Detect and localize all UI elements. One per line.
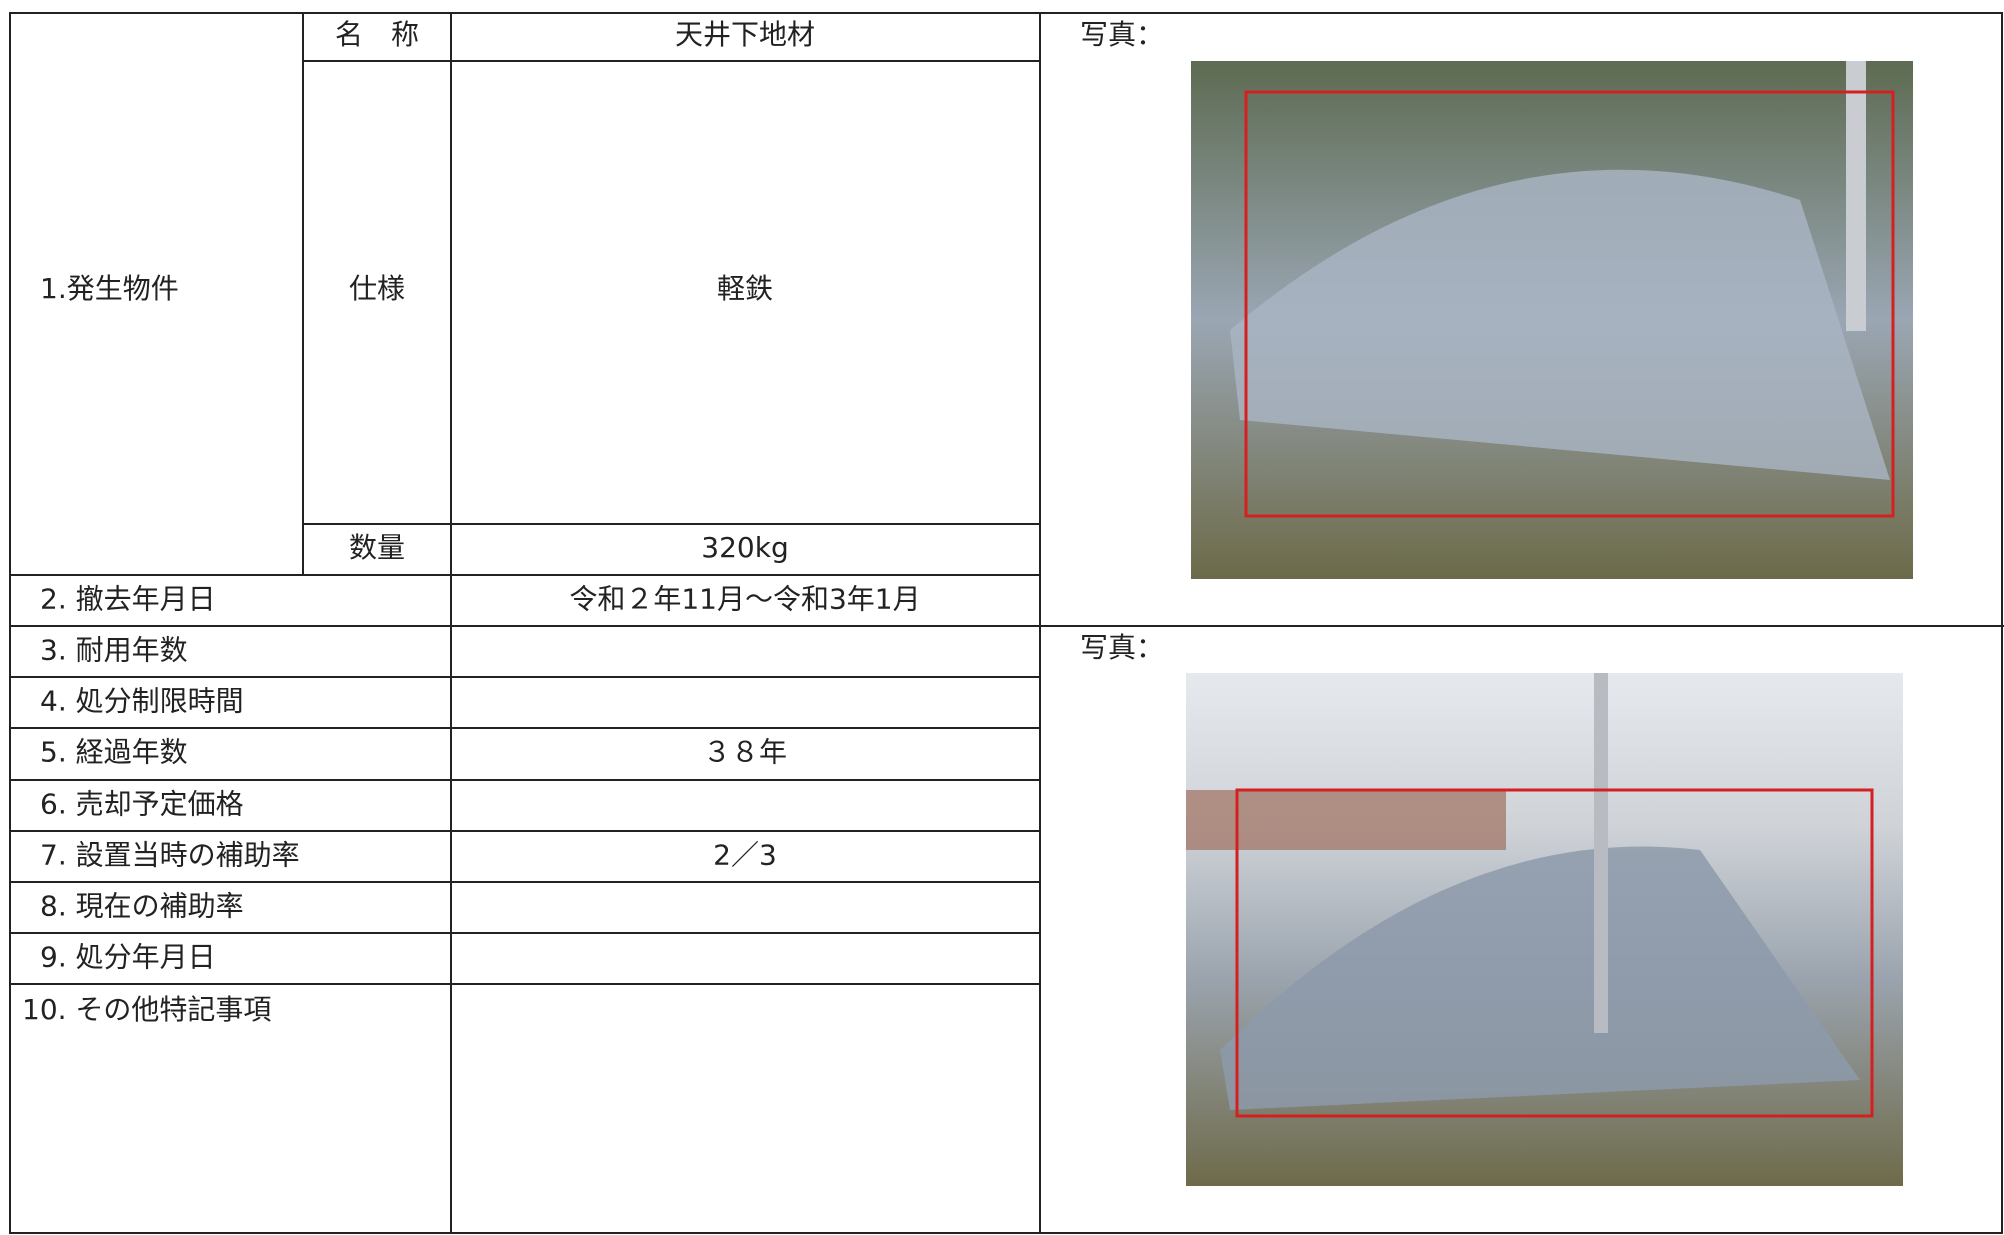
name-value: 天井下地材 <box>675 18 815 51</box>
qty-label: 数量 <box>349 531 405 564</box>
row-label: 6. 売却予定価格 <box>40 788 244 821</box>
row-label: 4. 処分制限時間 <box>40 685 244 718</box>
row-value: 令和２年11月～令和3年1月 <box>569 583 920 616</box>
qty-value: 320kg <box>701 531 788 564</box>
row-label: 5. 経過年数 <box>40 736 188 769</box>
spec-value: 軽鉄 <box>717 272 773 305</box>
spec-label: 仕様 <box>349 272 405 305</box>
row-label: 10. その他特記事項 <box>22 993 271 1026</box>
photo-label: 写真： <box>1080 631 1164 664</box>
table-lines <box>9 12 2004 1234</box>
photo-1 <box>1191 61 1913 579</box>
row-value: ３８年 <box>703 736 787 769</box>
row-label: 7. 設置当時の補助率 <box>40 839 300 872</box>
row-label: 3. 耐用年数 <box>40 634 188 667</box>
photo-label: 写真： <box>1080 18 1164 51</box>
row-label: 8. 現在の補助率 <box>40 890 244 923</box>
row-label: 2. 撤去年月日 <box>40 583 216 616</box>
name-label: 名 称 <box>335 18 419 51</box>
item-label: 1.発生物件 <box>40 272 179 305</box>
photo-2 <box>1186 673 1903 1186</box>
row-value: 2／3 <box>713 839 777 872</box>
row-label: 9. 処分年月日 <box>40 941 216 974</box>
